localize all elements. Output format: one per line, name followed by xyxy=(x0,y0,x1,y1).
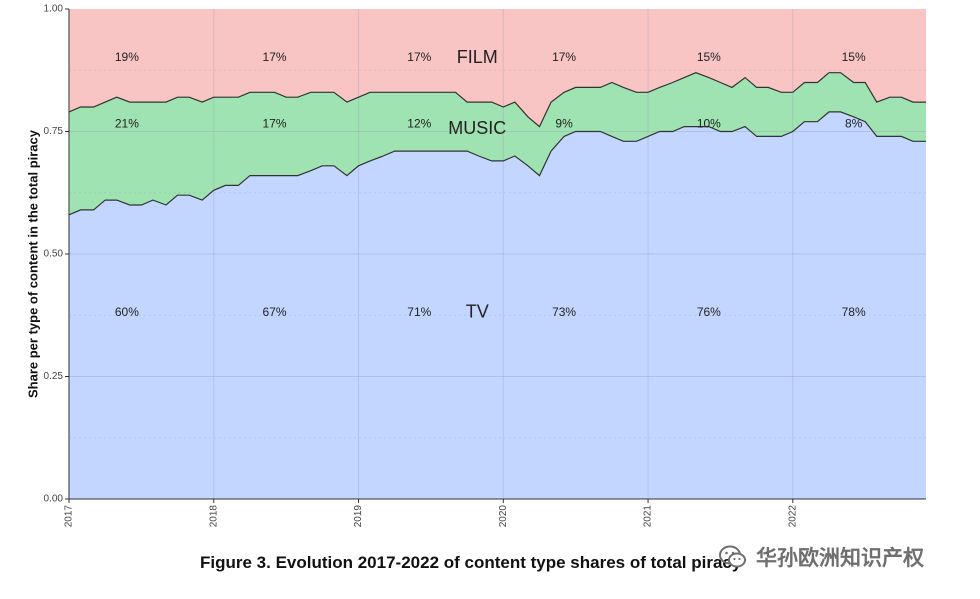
y-tick-label: 0.25 xyxy=(44,371,64,382)
data-label: 78% xyxy=(842,305,866,319)
series-label-tv: TV xyxy=(466,302,489,322)
data-label: 10% xyxy=(697,116,721,130)
data-label: 60% xyxy=(115,305,139,319)
y-tick-label: 0.50 xyxy=(44,249,64,260)
data-label: 17% xyxy=(407,50,431,64)
data-label: 9% xyxy=(555,116,573,130)
x-tick-label: 2021 xyxy=(643,505,654,528)
chart-grid xyxy=(68,9,926,499)
y-tick-label: 0.00 xyxy=(44,494,64,505)
chart-areas xyxy=(69,9,926,500)
data-label: 17% xyxy=(263,116,287,130)
series-label-film: FILM xyxy=(457,47,498,67)
data-label: 19% xyxy=(115,50,139,64)
chart-boundary-lines xyxy=(68,72,926,216)
watermark: 华孙欧洲知识产权 xyxy=(718,542,924,572)
x-tick-label: 2018 xyxy=(208,505,219,528)
data-label: 15% xyxy=(842,50,866,64)
y-tick-label: 0.75 xyxy=(44,126,64,137)
data-label: 12% xyxy=(407,116,431,130)
data-label: 76% xyxy=(697,305,721,319)
chart-axes: 0.00 0.25 0.50 0.75 1.00 2017 2018 2019 2020 2021… xyxy=(25,4,926,528)
series-label-music: MUSIC xyxy=(448,118,506,138)
data-label: 21% xyxy=(115,116,139,130)
tv-area xyxy=(69,111,926,500)
chart-labels: 19% 17% 17% 17% 15% 15% 21% 17% 12% 9% 10% 8% 60% 67%… xyxy=(115,47,866,322)
wechat-icon xyxy=(719,545,746,568)
x-tick-label: 2020 xyxy=(498,505,509,528)
data-label: 17% xyxy=(263,50,287,64)
y-axis-label: Share per type of content in the total p… xyxy=(25,129,40,398)
x-tick-label: 2019 xyxy=(353,505,364,528)
music-film-boundary-line xyxy=(68,72,926,128)
figure-caption: Figure 3. Evolution 2017-2022 of content… xyxy=(200,553,742,572)
tv-music-boundary-line xyxy=(68,111,926,216)
y-tick-label: 1.00 xyxy=(44,4,64,15)
x-tick-label: 2017 xyxy=(64,505,75,528)
music-area xyxy=(69,72,926,215)
data-label: 17% xyxy=(552,50,576,64)
watermark-text: 华孙欧洲知识产权 xyxy=(756,546,924,570)
data-label: 67% xyxy=(263,305,287,319)
x-tick-label: 2022 xyxy=(787,505,798,528)
data-label: 73% xyxy=(552,305,576,319)
data-label: 15% xyxy=(697,50,721,64)
data-label: 8% xyxy=(845,116,863,130)
data-label: 71% xyxy=(407,305,431,319)
